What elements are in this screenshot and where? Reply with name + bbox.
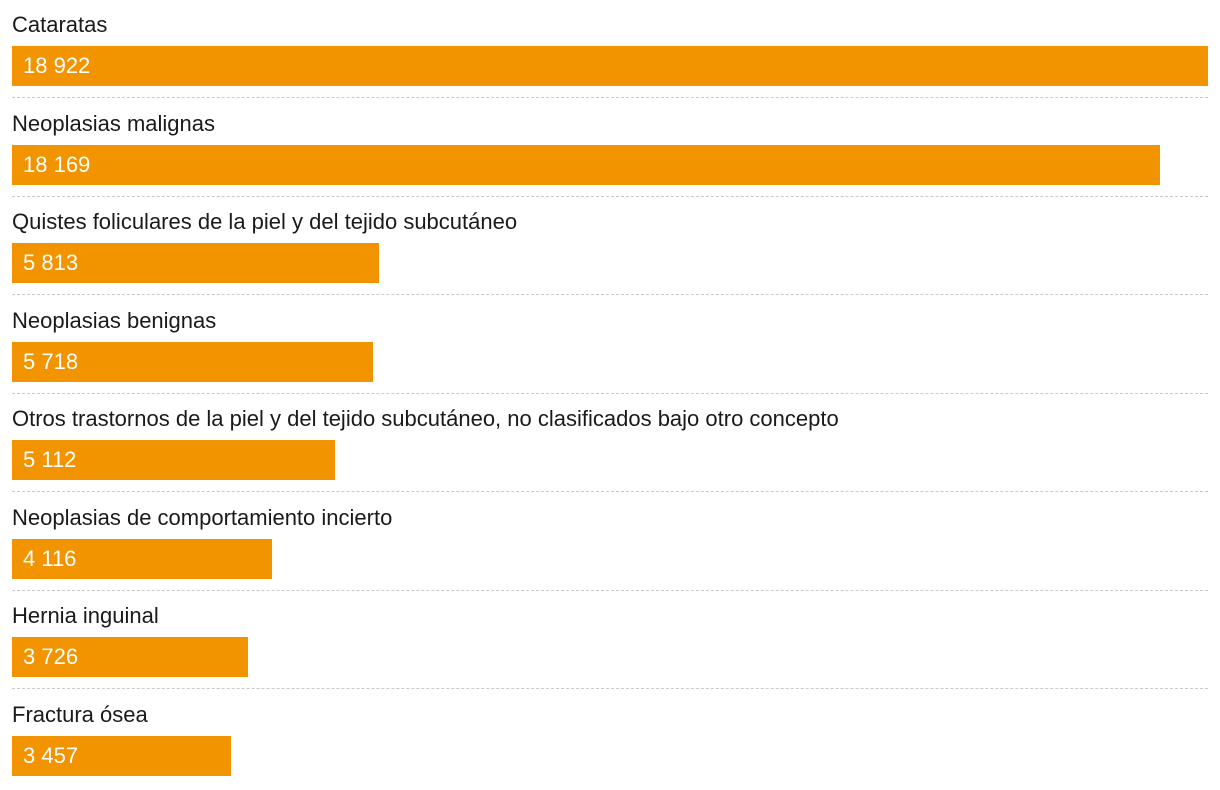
chart-row: Neoplasias benignas 5 718 bbox=[12, 297, 1208, 395]
bar: 4 116 bbox=[12, 539, 272, 579]
bar-value-label: 5 112 bbox=[23, 447, 77, 472]
row-separator bbox=[12, 97, 1208, 98]
bar-value-label: 5 718 bbox=[23, 349, 79, 374]
row-separator bbox=[12, 688, 1208, 689]
bar: 3 726 bbox=[12, 637, 248, 677]
category-label: Hernia inguinal bbox=[12, 603, 159, 628]
category-label: Neoplasias benignas bbox=[12, 308, 217, 333]
bar-value-label: 5 813 bbox=[23, 250, 79, 275]
row-separator bbox=[12, 393, 1208, 394]
row-separator bbox=[12, 196, 1208, 197]
chart-row: Neoplasias de comportamiento incierto 4 1… bbox=[12, 494, 1208, 592]
chart-row: Otros trastornos de la piel y del tejido… bbox=[12, 395, 1208, 493]
category-label: Otros trastornos de la piel y del tejido… bbox=[12, 406, 839, 431]
bar: 5 813 bbox=[12, 243, 379, 283]
category-label: Neoplasias de comportamiento incierto bbox=[12, 505, 393, 530]
chart-row: Neoplasias malignas 18 169 bbox=[12, 100, 1208, 198]
chart-row: Hernia inguinal 3 726 bbox=[12, 592, 1208, 690]
bar: 18 922 bbox=[12, 46, 1208, 86]
bar: 5 112 bbox=[12, 440, 335, 480]
category-label: Neoplasias malignas bbox=[12, 111, 215, 136]
chart-row: Cataratas 18 922 bbox=[12, 1, 1208, 99]
bar-value-label: 18 922 bbox=[23, 53, 91, 78]
row-separator bbox=[12, 294, 1208, 295]
bar: 3 457 bbox=[12, 736, 231, 776]
bar-value-label: 3 457 bbox=[23, 743, 79, 768]
row-separator bbox=[12, 491, 1208, 492]
chart-row: Fractura ósea 3 457 bbox=[12, 691, 1208, 789]
bar-value-label: 4 116 bbox=[23, 546, 77, 571]
bar-value-label: 3 726 bbox=[23, 644, 79, 669]
chart-row: Quistes foliculares de la piel y del tej… bbox=[12, 198, 1208, 296]
bar-value-label: 18 169 bbox=[23, 152, 91, 177]
bar: 5 718 bbox=[12, 342, 373, 382]
row-separator bbox=[12, 590, 1208, 591]
category-label: Cataratas bbox=[12, 12, 108, 37]
bar: 18 169 bbox=[12, 145, 1160, 185]
category-label: Quistes foliculares de la piel y del tej… bbox=[12, 209, 518, 234]
category-label: Fractura ósea bbox=[12, 702, 148, 727]
